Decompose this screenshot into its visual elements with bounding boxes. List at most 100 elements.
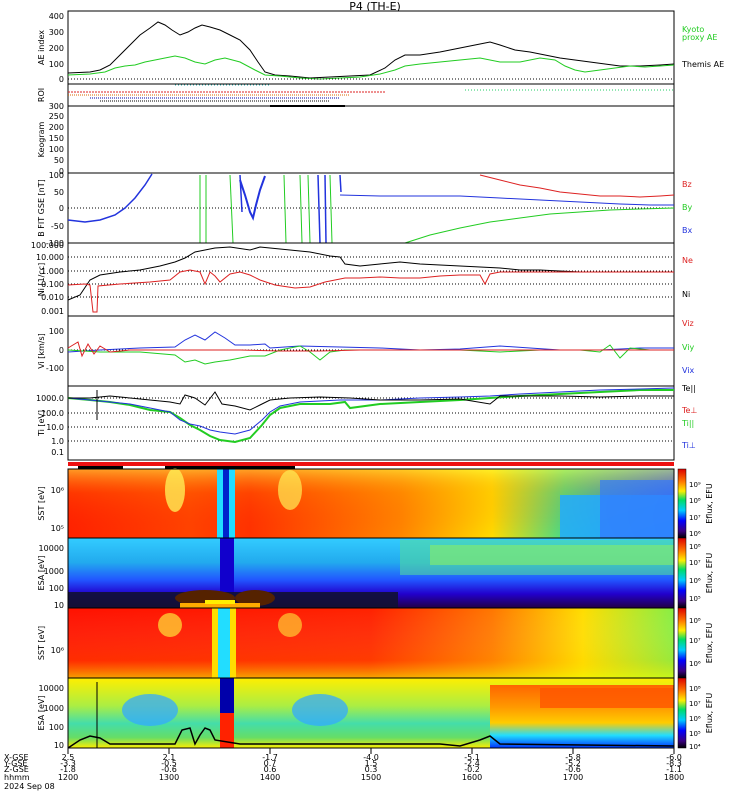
viz-line — [67, 341, 674, 358]
bx-line — [67, 173, 153, 223]
x-axis-row-label: hhmm — [4, 773, 30, 782]
y-tick-label: 10.0 — [46, 423, 64, 432]
x-tick-ygse: -2.4 — [464, 759, 480, 768]
legend-entry: Te⊥ — [681, 406, 697, 415]
colorbar-tick-label: 10⁴ — [689, 743, 701, 751]
x-tick-ygse: -5.2 — [565, 759, 581, 768]
sst-ion-spectrogram — [67, 607, 675, 679]
x-tick-ygse: -8.3 — [666, 759, 682, 768]
y-tick-label: 100.000 — [31, 241, 64, 250]
x-tick-zgse: -0.6 — [565, 765, 581, 774]
bx-dip — [239, 175, 266, 221]
colorbar-tick-label: 10⁸ — [689, 543, 701, 551]
legend-entry: Kyoto — [682, 25, 704, 34]
y-tick-label: 100 — [49, 584, 64, 593]
colorbar-tick-label: 10⁹ — [689, 481, 701, 489]
x-axis-row-label: Z-GSE — [4, 765, 29, 774]
bz-line — [479, 174, 675, 198]
y-axis-label: SST [eV] — [37, 626, 46, 660]
y-tick-label: -50 — [51, 222, 64, 231]
y-tick-label: 400 — [49, 12, 64, 21]
colorbar-tick-label: 10⁶ — [689, 660, 701, 668]
bx-tail — [339, 194, 674, 206]
legend-entry: Viy — [682, 343, 695, 352]
ti-par-line — [67, 389, 674, 444]
y-tick-label: 0 — [59, 167, 64, 176]
colorbar-tick-label: 10⁷ — [689, 559, 701, 567]
colorbar-tick-label: 10⁸ — [689, 497, 701, 505]
roi-panel — [67, 83, 675, 107]
y-tick-label: 10⁵ — [51, 524, 64, 533]
colorbar-tick-label: 10⁷ — [689, 700, 701, 708]
te-par-line — [68, 391, 674, 411]
y-tick-label: 0.100 — [41, 280, 64, 289]
y-tick-label: 10000 — [39, 544, 64, 553]
y-tick-label: 200 — [49, 44, 64, 53]
status-bar-black-1 — [78, 466, 123, 469]
x-tick-zgse: 0.6 — [264, 765, 277, 774]
ne-line — [67, 269, 674, 313]
y-axis-label: Ni [1/cc] — [37, 263, 46, 297]
y-tick-label: 1000 — [44, 567, 64, 576]
x-tick-time: 1700 — [563, 773, 583, 782]
x-tick-time: 1600 — [462, 773, 482, 782]
x-tick-zgse: -0.2 — [464, 765, 480, 774]
colorbar-tick-label: 10⁷ — [689, 637, 701, 645]
y-axis-label: B FIT GSE [nT] — [37, 179, 46, 237]
legend-entry: Ne — [682, 256, 693, 265]
x-tick-xgse: -5.1 — [464, 753, 480, 762]
y-tick-label: 10 — [54, 741, 64, 750]
x-tick-ygse: -3.3 — [60, 759, 76, 768]
legend-entry: Te|| — [681, 384, 696, 393]
sst-electron-spectrogram — [67, 468, 675, 539]
y-tick-label: 10000 — [39, 684, 64, 693]
y-tick-label: 0 — [59, 346, 64, 355]
y-tick-label: -100 — [46, 239, 64, 248]
x-tick-time: 1800 — [664, 773, 684, 782]
colorbar-label: Eflux, EFU — [705, 623, 714, 664]
y-axis-label: ESA [eV] — [37, 556, 46, 591]
y-tick-label: 300 — [49, 102, 64, 111]
y-axis-label: ESA [eV] — [37, 696, 46, 731]
by-line — [404, 207, 675, 244]
x-tick-zgse: -0.6 — [161, 765, 177, 774]
esa-ion-contour — [67, 727, 675, 749]
x-axis-row-label: Y-GSE — [3, 759, 27, 768]
y-tick-label: 100 — [49, 171, 64, 180]
y-tick-label: 100.0 — [41, 409, 64, 418]
y-tick-label: 0.010 — [41, 293, 64, 302]
y-tick-label: 10⁶ — [51, 646, 64, 655]
esa-ion-spectrogram — [67, 677, 675, 749]
y-tick-label: 0.1 — [51, 448, 64, 457]
colorbar-label: Eflux, EFU — [705, 693, 714, 734]
vi-panel — [67, 315, 675, 387]
y-tick-label: 250 — [49, 112, 64, 121]
x-tick-xgse: 2.5 — [62, 753, 75, 762]
y-tick-label: 300 — [49, 28, 64, 37]
y-tick-label: 1000 — [44, 704, 64, 713]
ni-line — [67, 246, 674, 301]
colorbar-tick-label: 10⁸ — [689, 685, 701, 693]
y-axis-label: ROI — [37, 88, 46, 102]
y-axis-label: SST [eV] — [37, 486, 46, 520]
b-fit-panel — [67, 172, 675, 244]
x-tick-zgse: -1.1 — [666, 765, 682, 774]
colorbar-tick-label: 10⁶ — [689, 530, 701, 538]
y-tick-label: 0.001 — [41, 307, 64, 316]
ae-index-panel — [67, 10, 675, 85]
y-tick-label: 50 — [54, 188, 64, 197]
x-tick-time: 1400 — [260, 773, 280, 782]
x-axis-date-label: 2024 Sep 08 — [4, 782, 55, 791]
legend-entry: Ti|| — [681, 419, 694, 428]
x-tick-zgse: -1.8 — [60, 765, 76, 774]
y-tick-label: 10.000 — [36, 253, 64, 262]
x-tick-time: 1200 — [58, 773, 78, 782]
y-axis-label: AE index — [37, 30, 46, 65]
x-tick-time: 1300 — [159, 773, 179, 782]
status-bar-red — [68, 462, 674, 466]
legend-entry: Themis AE — [681, 60, 724, 69]
x-tick-time: 1500 — [361, 773, 381, 782]
colorbar-tick-label: 10⁵ — [689, 595, 701, 603]
y-tick-label: 100 — [49, 723, 64, 732]
